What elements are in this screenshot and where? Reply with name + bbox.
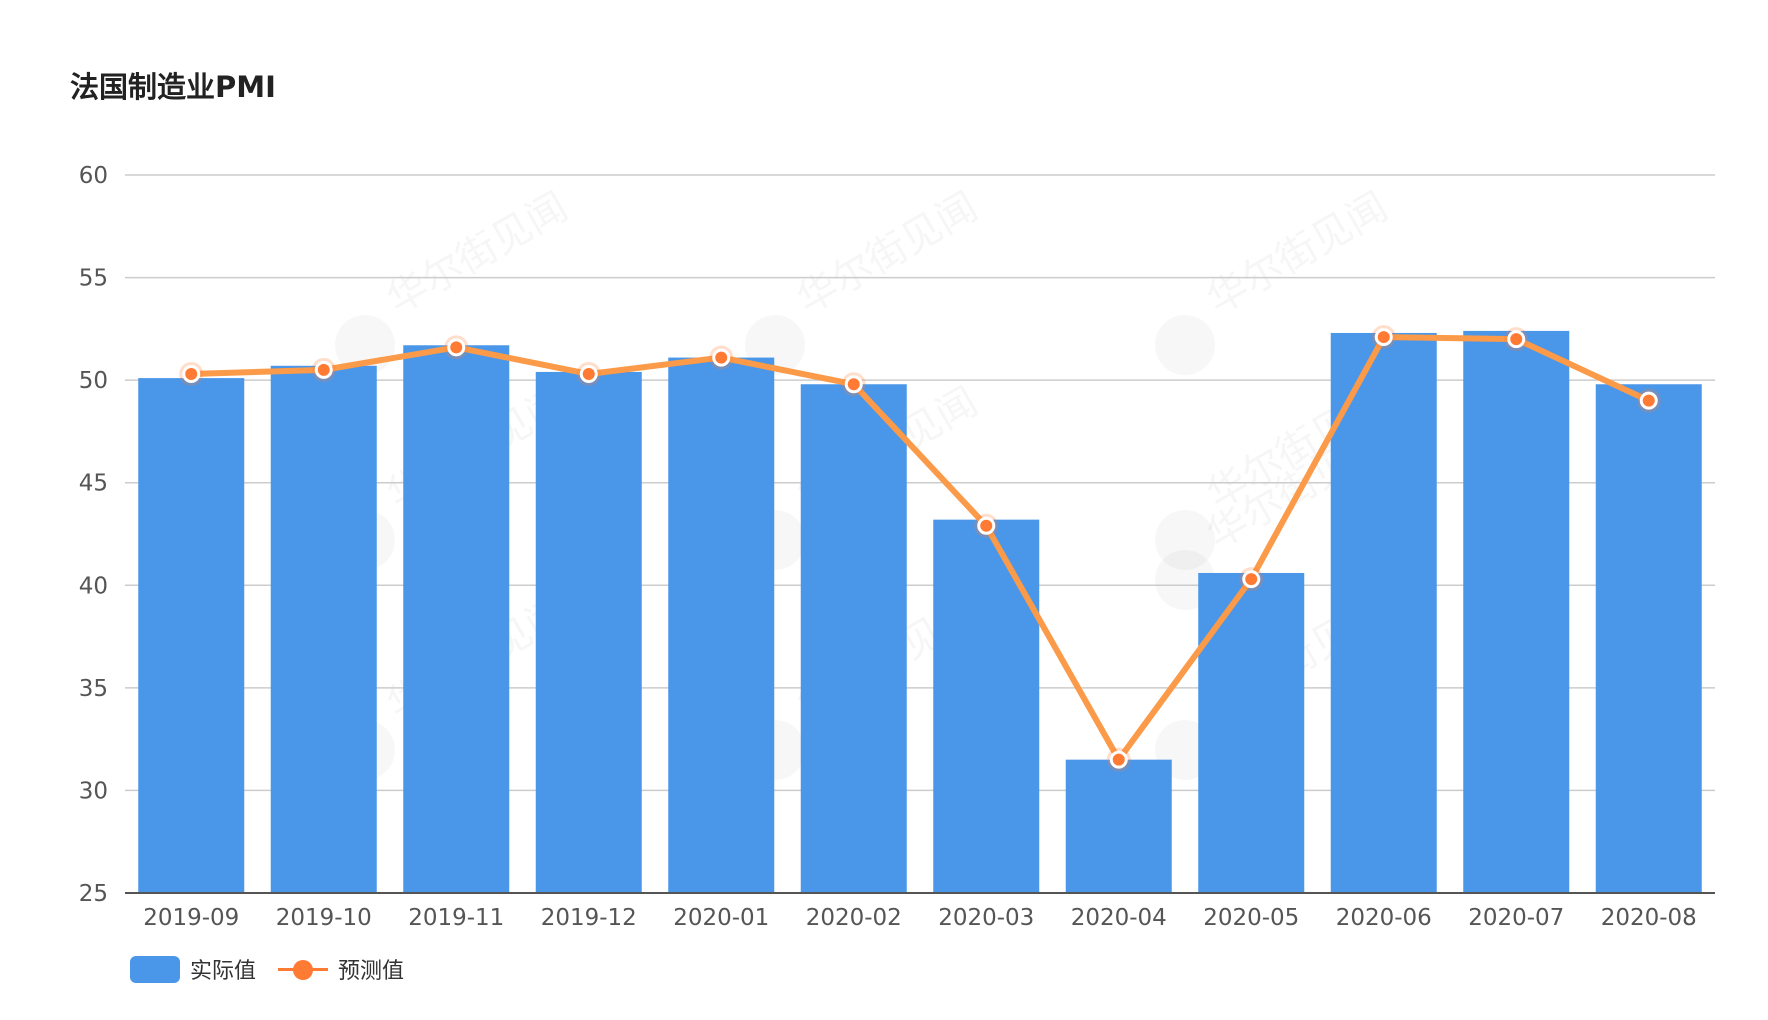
grid-lines: 25 30 35 40 45 50 55 60 [79,163,1715,907]
point [1242,570,1261,589]
y-tick-label: 35 [79,676,108,702]
bar [800,384,907,893]
point [844,375,863,394]
y-tick-label: 30 [79,778,108,804]
point [314,360,333,379]
bar [1595,384,1702,893]
x-tick-label: 2019-12 [541,905,637,931]
point [1374,328,1393,347]
x-tick-label: 2020-03 [938,905,1034,931]
chart-title: 法国制造业PMI [70,70,276,104]
bar-series [138,330,1702,894]
y-tick-label: 45 [79,471,108,497]
bar [403,345,510,894]
legend-label-actual: 实际值 [190,959,257,984]
x-tick-label: 2020-01 [673,905,769,931]
watermark-text: 华尔街见闻 [789,184,985,324]
point [1639,391,1658,410]
point [182,364,201,383]
legend-item-actual[interactable]: 实际值 [130,953,256,985]
watermark-icon [1155,315,1215,375]
point [1507,330,1526,349]
point [447,338,466,357]
point [579,364,598,383]
bar [1065,759,1172,893]
legend-bar-swatch [130,955,180,983]
point [1109,750,1128,769]
legend-line-swatch [278,956,329,983]
x-tick-label: 2019-10 [276,905,372,931]
legend-item-forecast[interactable]: 预测值 [278,953,404,985]
x-tick-label: 2019-09 [143,905,239,931]
watermark-text: 华尔街见闻 [379,184,575,324]
y-tick-label: 55 [79,266,108,292]
bar [138,378,245,893]
x-tick-label: 2020-05 [1203,905,1299,931]
bar [1198,572,1305,893]
bar [1463,330,1570,893]
bar [270,365,377,894]
x-tick-label: 2020-07 [1468,905,1564,931]
y-tick-label: 25 [79,881,108,907]
series-line [188,334,1652,763]
legend-label-forecast: 预测值 [338,959,405,984]
bar [1330,332,1437,894]
y-tick-label: 40 [79,573,108,599]
legend: 实际值 预测值 [130,953,426,985]
x-tick-label: 2019-11 [408,905,504,931]
line-series [179,325,1661,772]
point [977,516,996,535]
bar [668,357,775,893]
bar [535,371,642,893]
x-tick-label: 2020-02 [806,905,902,931]
x-tick-label: 2020-08 [1601,905,1697,931]
x-tick-label: 2020-06 [1336,905,1432,931]
point [712,348,731,367]
axes: 2019-09 2019-10 2019-11 2019-12 2020-01 2020-… [125,892,1715,931]
y-tick-label: 50 [79,368,108,394]
y-tick-label: 60 [79,163,108,189]
bar [933,519,1040,893]
watermark-text: 华尔街见闻 [1199,184,1395,324]
x-tick-label: 2020-04 [1071,905,1167,931]
